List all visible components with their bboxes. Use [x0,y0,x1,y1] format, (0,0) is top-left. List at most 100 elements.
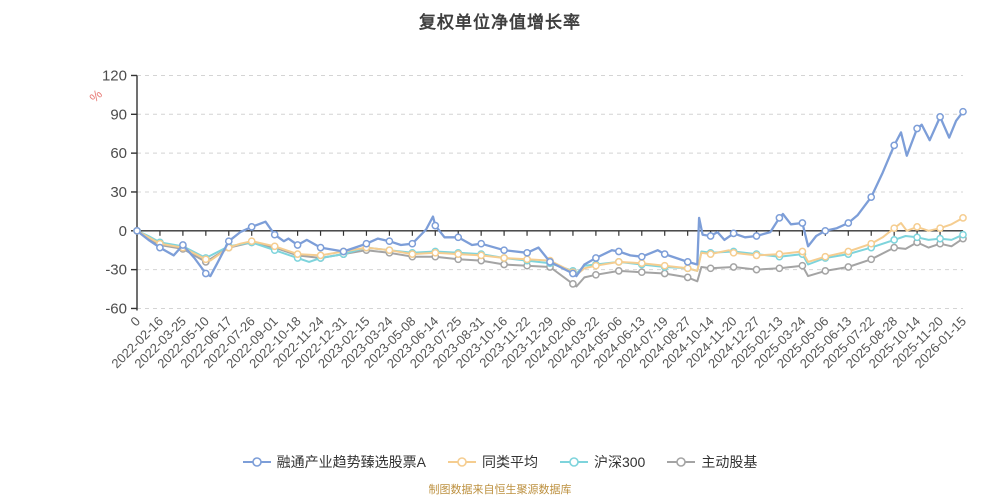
data-source-note: 制图数据来自恒生聚源数据库 [428,484,572,496]
series-0-marker [293,241,302,249]
series-3-marker [683,273,692,282]
series-3-marker [752,265,761,274]
series-3-marker [592,270,600,279]
y-axis: 120 90 60 30 0 -30 -60% [86,67,138,317]
legend-marker-icon [559,457,588,467]
series-3-marker [729,263,738,271]
series-2-marker [890,236,899,244]
series-2-marker [913,233,921,242]
chart-title: 复权单位净值增长率 [419,13,581,32]
y-axis-tick-label: -60 [105,300,127,317]
series-0-marker [660,250,669,258]
series-0-marker [133,226,141,235]
series-1-marker [775,250,784,258]
series-0-marker [224,237,233,246]
series-0-marker [936,113,944,121]
series-1-marker [867,239,876,248]
legend-marker-icon [242,457,271,467]
series-1-marker [247,237,256,246]
series-3-marker [637,268,646,277]
chart-legend: 融通产业趋势臻选股票A 同类平均 沪深300 主动股基 [0,452,1000,472]
series-0-marker [316,243,325,252]
legend-label: 沪深300 [593,454,646,470]
y-axis-unit-label: % [86,86,105,105]
series-0-marker [385,237,394,246]
series-1-marker [798,247,807,256]
series-0-marker [752,232,761,240]
series-1-marker [316,251,325,260]
series-0-marker [867,193,876,201]
series-2-marker [959,230,967,239]
grid-lines [137,74,963,309]
series-0-marker [821,226,830,235]
series-0-marker [179,241,187,249]
legend-item-1[interactable]: 同类平均 [447,452,538,472]
series-1-marker [913,223,921,231]
legend-marker-icon [447,457,476,467]
legend-item-0[interactable]: 融通产业趋势臻选股票A [242,452,426,472]
series-0-marker [913,124,921,133]
series-3-marker [614,267,623,275]
series-0-marker [477,239,486,248]
chart-canvas[interactable]: 120 90 60 30 0 -30 -60% 02022-02-162022-03-2520… [0,0,1000,448]
series-1-marker [890,224,899,233]
series-1-marker [592,261,600,270]
series-3-marker [798,261,807,270]
series-0-marker [523,248,531,257]
series-0-marker [546,258,554,266]
y-axis-tick-label: 60 [110,145,127,162]
series-3-marker [569,280,577,288]
series-1-marker [201,255,210,264]
series-1-marker [477,251,486,260]
series-1-marker [637,259,646,268]
series-1-marker [454,250,463,258]
series-0-marker [454,233,463,242]
series-3-marker [775,264,784,273]
series-1-marker [660,261,669,270]
series-0-marker [569,269,577,278]
legend-item-3[interactable]: 主动股基 [667,452,757,472]
series-0-marker [201,269,210,278]
series-0-marker [339,247,348,256]
series-0-marker [959,107,967,116]
series-2-marker [936,234,944,243]
series-0-marker [683,258,692,266]
y-axis-tick-label: -30 [105,262,127,279]
y-axis-tick-label: 30 [110,184,127,201]
series-0-marker [500,246,508,255]
y-axis-tick-label: 90 [110,106,127,123]
series-0-marker [362,239,371,248]
series-3-marker [660,269,669,278]
series-1-marker [293,250,302,258]
y-axis-tick-label: 120 [102,67,127,84]
series-0-marker [890,141,899,150]
legend-marker-icon [667,457,696,467]
series-0-marker [798,219,807,227]
series-1-marker [385,246,394,255]
series-3-marker [867,255,876,264]
series-0-marker [270,230,279,239]
legend-label: 融通产业趋势臻选股票A [276,454,426,470]
series-1-marker [683,264,692,273]
series-0-marker [729,229,738,238]
series-3-marker [821,267,830,275]
series-3-marker [844,263,853,271]
series-line-0 [133,107,967,278]
series-0-marker [431,221,440,230]
series-1-marker [500,254,508,262]
series-3-marker [500,260,508,269]
series-1-marker [523,255,531,264]
series-1-marker [729,248,738,257]
series-0-marker [706,232,715,240]
series-1-marker [936,224,944,233]
series-1-marker [431,248,440,257]
series-1-marker [959,214,967,222]
series-1-marker [821,252,830,261]
series-3-marker [890,243,899,252]
series-1-marker [270,242,279,251]
series-0-marker [247,223,256,231]
series-1-marker [706,250,715,258]
legend-item-2[interactable]: 沪深300 [559,452,646,472]
series-0-marker [156,243,164,252]
